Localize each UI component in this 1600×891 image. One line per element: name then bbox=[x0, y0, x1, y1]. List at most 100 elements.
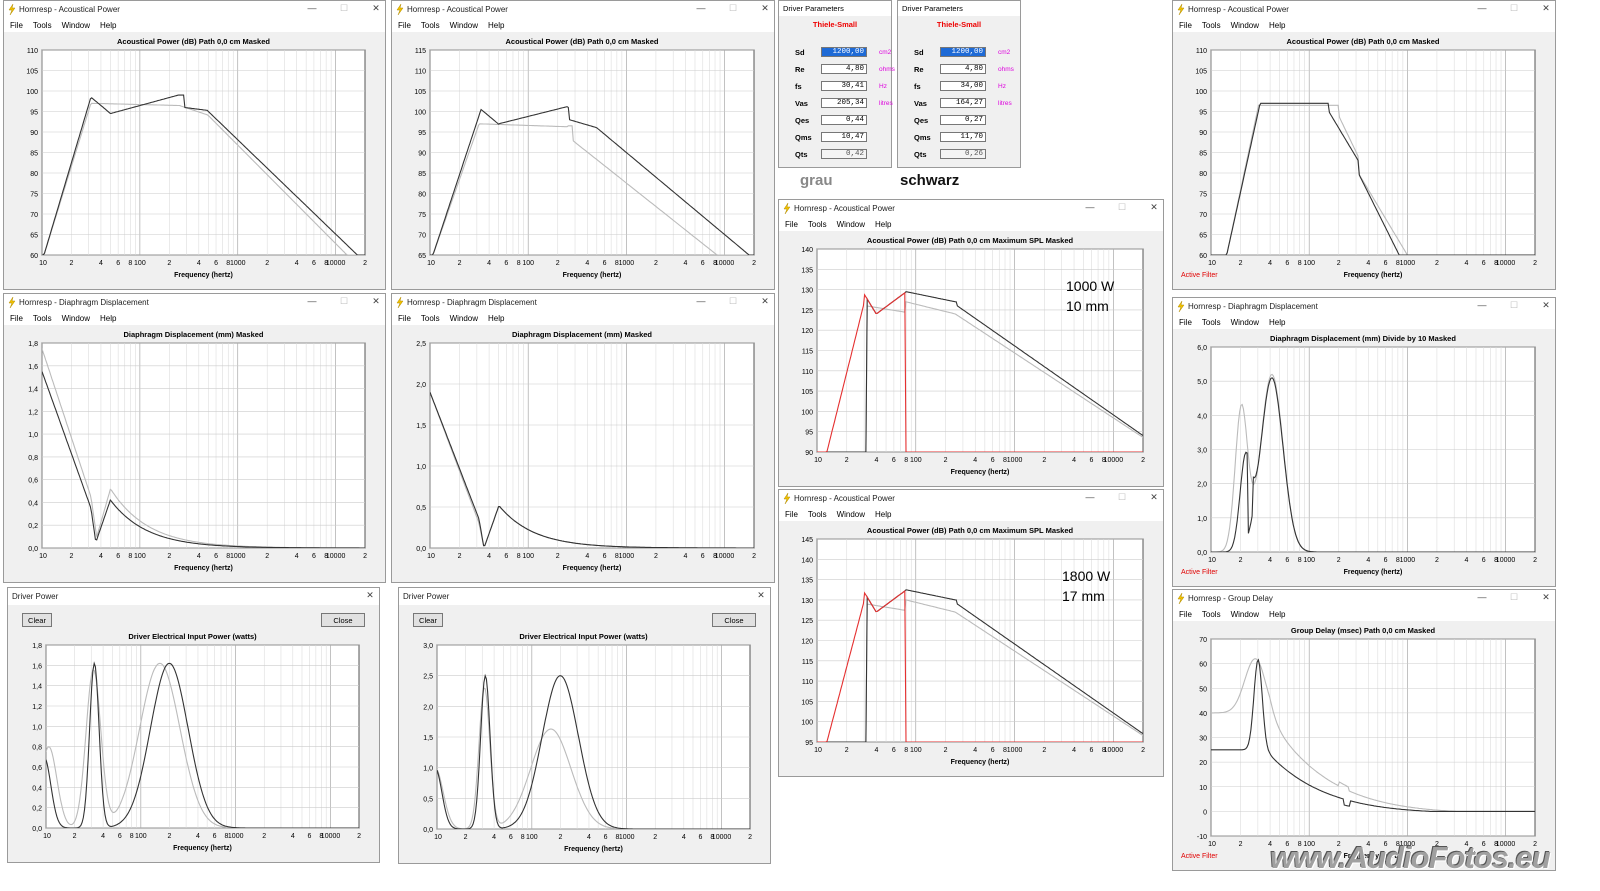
close-icon[interactable]: ✕ bbox=[761, 296, 769, 306]
clear-button[interactable]: Clear bbox=[413, 613, 443, 627]
menu-window[interactable]: Window bbox=[1230, 20, 1260, 30]
close-icon[interactable]: ✕ bbox=[372, 3, 380, 13]
menu-help[interactable]: Help bbox=[1269, 317, 1286, 327]
menu-window[interactable]: Window bbox=[61, 20, 91, 30]
close-icon[interactable]: ✕ bbox=[1150, 202, 1158, 212]
menu-help[interactable]: Help bbox=[1269, 609, 1286, 619]
minimize-icon[interactable]: — bbox=[1477, 592, 1487, 602]
minimize-icon[interactable]: — bbox=[1085, 492, 1095, 502]
y-tick-label: 105 bbox=[801, 699, 813, 706]
lightning-icon bbox=[396, 4, 404, 15]
param-label: Re bbox=[795, 65, 805, 74]
param-unit: cm2 bbox=[879, 49, 892, 56]
close-icon[interactable]: ✕ bbox=[1150, 492, 1158, 502]
close-icon[interactable]: ✕ bbox=[372, 296, 380, 306]
menu-file[interactable]: File bbox=[398, 313, 411, 323]
x-tick-label: 6 bbox=[603, 553, 607, 560]
x-tick-label: 10 bbox=[43, 833, 51, 840]
menu-help[interactable]: Help bbox=[488, 20, 505, 30]
minimize-icon[interactable]: — bbox=[696, 3, 706, 13]
menu-tools[interactable]: Tools bbox=[807, 219, 827, 229]
minimize-icon[interactable]: — bbox=[307, 3, 317, 13]
menu-tools[interactable]: Tools bbox=[32, 313, 52, 323]
close-icon[interactable]: ✕ bbox=[1542, 300, 1550, 310]
menu-tools[interactable]: Tools bbox=[1201, 317, 1221, 327]
menu-tools[interactable]: Tools bbox=[1201, 609, 1221, 619]
menu-window[interactable]: Window bbox=[61, 313, 91, 323]
param-field[interactable]: 11,70 bbox=[940, 132, 986, 142]
param-field[interactable]: 30,41 bbox=[821, 81, 867, 91]
clear-button[interactable]: Clear bbox=[22, 613, 52, 627]
minimize-icon[interactable]: — bbox=[696, 296, 706, 306]
menu-help[interactable]: Help bbox=[1269, 20, 1286, 30]
menu-file[interactable]: File bbox=[785, 509, 798, 519]
y-tick-label: 1,0 bbox=[32, 724, 42, 731]
menu-help[interactable]: Help bbox=[100, 313, 117, 323]
menu-tools[interactable]: Tools bbox=[1201, 20, 1221, 30]
menu-file[interactable]: File bbox=[1179, 317, 1192, 327]
menu-help[interactable]: Help bbox=[875, 509, 892, 519]
close-icon[interactable]: ✕ bbox=[1542, 3, 1550, 13]
close-button[interactable]: Close bbox=[321, 613, 365, 627]
param-field[interactable]: 1200,00 bbox=[940, 47, 986, 57]
menu-window[interactable]: Window bbox=[449, 313, 479, 323]
menu-window[interactable]: Window bbox=[1230, 317, 1260, 327]
x-tick-label: 2 bbox=[265, 553, 269, 560]
x-tick-label: 8 bbox=[319, 833, 323, 840]
y-tick-label: 105 bbox=[414, 89, 426, 96]
close-icon[interactable]: ✕ bbox=[757, 590, 765, 600]
close-icon[interactable]: ✕ bbox=[366, 590, 374, 600]
menu-file[interactable]: File bbox=[398, 20, 411, 30]
menu-file[interactable]: File bbox=[1179, 20, 1192, 30]
window-controls: — ☐ ✕ bbox=[1477, 592, 1551, 603]
y-tick-label: 1,2 bbox=[28, 409, 38, 416]
title-bar: Hornresp - Diaphragm Displacement — ☐ ✕ bbox=[1173, 298, 1555, 315]
param-field[interactable]: 4,80 bbox=[821, 64, 867, 74]
x-tick-label: 6 bbox=[892, 747, 896, 754]
menu-help[interactable]: Help bbox=[100, 20, 117, 30]
menu-help[interactable]: Help bbox=[488, 313, 505, 323]
param-field[interactable]: 205,34 bbox=[821, 98, 867, 108]
menu-tools[interactable]: Tools bbox=[807, 509, 827, 519]
close-icon[interactable]: ✕ bbox=[1542, 592, 1550, 602]
param-field[interactable]: 10,47 bbox=[821, 132, 867, 142]
minimize-icon[interactable]: — bbox=[1477, 300, 1487, 310]
x-tick-label: 6 bbox=[213, 833, 217, 840]
menu-help[interactable]: Help bbox=[875, 219, 892, 229]
menu-file[interactable]: File bbox=[10, 20, 23, 30]
close-button[interactable]: Close bbox=[712, 613, 756, 627]
menu-file[interactable]: File bbox=[785, 219, 798, 229]
x-tick-label: 2 bbox=[1533, 260, 1537, 267]
minimize-icon[interactable]: — bbox=[1085, 202, 1095, 212]
menu-window[interactable]: Window bbox=[836, 219, 866, 229]
y-tick-label: 135 bbox=[801, 578, 813, 585]
x-axis-label: Frequency (hertz) bbox=[174, 565, 233, 572]
title-bar: Hornresp - Acoustical Power — ☐ ✕ bbox=[779, 200, 1163, 217]
active-filter-label: Active Filter bbox=[1181, 853, 1218, 860]
menu-tools[interactable]: Tools bbox=[32, 20, 52, 30]
menu-window[interactable]: Window bbox=[449, 20, 479, 30]
menu-window[interactable]: Window bbox=[1230, 609, 1260, 619]
title-bar: Hornresp - Diaphragm Displacement — ☐ ✕ bbox=[392, 294, 774, 311]
minimize-icon[interactable]: — bbox=[1477, 3, 1487, 13]
menu-file[interactable]: File bbox=[10, 313, 23, 323]
menu-window[interactable]: Window bbox=[836, 509, 866, 519]
minimize-icon[interactable]: — bbox=[307, 296, 317, 306]
param-field[interactable]: 4,80 bbox=[940, 64, 986, 74]
x-tick-label: 8 bbox=[1102, 747, 1106, 754]
menu-tools[interactable]: Tools bbox=[420, 313, 440, 323]
param-field[interactable]: 1200,00 bbox=[821, 47, 867, 57]
menu-tools[interactable]: Tools bbox=[420, 20, 440, 30]
param-field[interactable]: 0,27 bbox=[940, 115, 986, 125]
param-field[interactable]: 164,27 bbox=[940, 98, 986, 108]
menu-file[interactable]: File bbox=[1179, 609, 1192, 619]
param-field[interactable]: 0,44 bbox=[821, 115, 867, 125]
param-field[interactable]: 34,00 bbox=[940, 81, 986, 91]
x-tick-label: 1000 bbox=[230, 260, 246, 267]
x-tick-label: 4 bbox=[197, 260, 201, 267]
x-tick-label: 8 bbox=[517, 553, 521, 560]
driver-power-window-1: Driver Power ✕ Driver Electrical Input Pow… bbox=[7, 587, 380, 863]
x-tick-label: 8 bbox=[1102, 457, 1106, 464]
close-icon[interactable]: ✕ bbox=[761, 3, 769, 13]
x-tick-label: 100 bbox=[1303, 260, 1315, 267]
